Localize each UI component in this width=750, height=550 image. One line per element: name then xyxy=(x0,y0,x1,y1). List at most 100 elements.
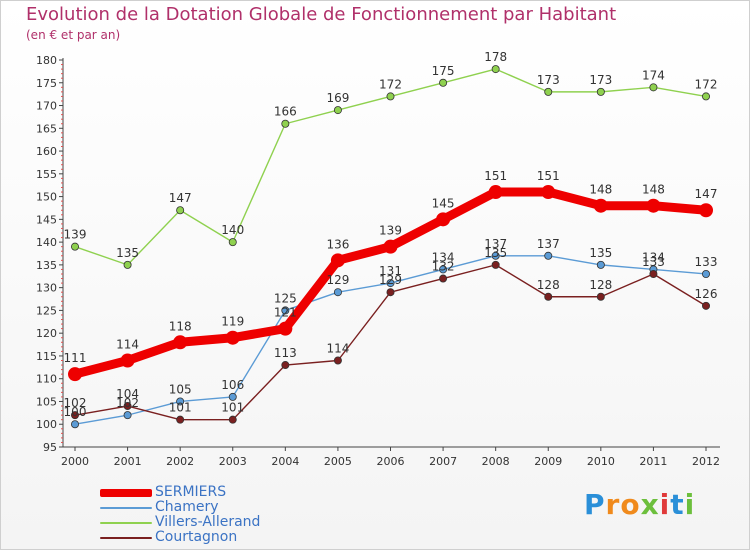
data-label: 114 xyxy=(326,341,349,355)
x-tick-label: 2001 xyxy=(114,455,142,468)
data-point xyxy=(228,238,237,247)
y-tick-label: 125 xyxy=(36,304,57,317)
data-label: 119 xyxy=(221,315,244,329)
logo-letter: x xyxy=(640,488,660,521)
data-label: 147 xyxy=(169,191,192,205)
data-label: 166 xyxy=(274,105,297,119)
data-label: 118 xyxy=(169,319,192,333)
data-point xyxy=(386,288,395,297)
x-tick-label: 2011 xyxy=(639,455,667,468)
legend-swatch xyxy=(100,522,152,524)
proxiti-logo: Proxiti xyxy=(584,488,695,521)
data-point xyxy=(123,402,132,411)
data-point xyxy=(333,288,342,297)
x-tick-label: 2006 xyxy=(377,455,405,468)
data-label: 135 xyxy=(589,246,612,260)
data-point xyxy=(176,206,185,215)
data-point xyxy=(544,87,553,96)
y-tick-label: 130 xyxy=(36,282,57,295)
data-label: 128 xyxy=(589,278,612,292)
data-label: 111 xyxy=(64,351,87,365)
data-label: 172 xyxy=(695,77,718,91)
x-tick-label: 2002 xyxy=(166,455,194,468)
data-point xyxy=(176,415,185,424)
x-tick-label: 2008 xyxy=(482,455,510,468)
data-label: 172 xyxy=(379,77,402,91)
data-label: 151 xyxy=(537,169,560,183)
logo-letter: o xyxy=(620,488,641,521)
data-point xyxy=(120,353,135,368)
chart-subtitle: (en € et par an) xyxy=(26,28,121,42)
data-label: 173 xyxy=(537,73,560,87)
y-tick-label: 110 xyxy=(36,373,57,386)
data-label: 145 xyxy=(432,196,455,210)
data-point xyxy=(71,242,80,251)
logo-letter: i xyxy=(684,488,696,521)
logo-letter: i xyxy=(659,488,671,521)
y-tick-label: 145 xyxy=(36,213,57,226)
data-label: 114 xyxy=(116,337,139,351)
data-point xyxy=(544,251,553,260)
data-point xyxy=(439,274,448,283)
data-point xyxy=(439,265,448,274)
y-tick-label: 100 xyxy=(36,418,57,431)
data-point xyxy=(71,411,80,420)
data-point xyxy=(593,198,608,213)
data-point xyxy=(123,411,132,420)
legend-label: SERMIERS xyxy=(155,484,227,500)
legend-label: Courtagnon xyxy=(155,529,238,545)
y-tick-label: 175 xyxy=(36,77,57,90)
data-point xyxy=(386,279,395,288)
y-tick-label: 150 xyxy=(36,191,57,204)
legend-label: Villers-Allerand xyxy=(155,514,261,530)
logo-letter: P xyxy=(584,488,606,521)
data-point xyxy=(439,78,448,87)
data-label: 169 xyxy=(326,91,349,105)
data-point xyxy=(281,361,290,370)
y-tick-label: 120 xyxy=(36,327,57,340)
data-label: 101 xyxy=(169,401,192,415)
data-point xyxy=(281,306,290,315)
data-point xyxy=(649,269,658,278)
data-label: 139 xyxy=(64,228,87,242)
data-label: 101 xyxy=(221,401,244,415)
data-point xyxy=(225,330,240,345)
y-tick-label: 140 xyxy=(36,236,57,249)
data-label: 174 xyxy=(642,68,665,82)
data-label: 136 xyxy=(326,237,349,251)
data-label: 134 xyxy=(642,250,665,264)
data-point xyxy=(596,260,605,269)
data-label: 140 xyxy=(221,223,244,237)
data-point xyxy=(386,92,395,101)
y-tick-label: 160 xyxy=(36,145,57,158)
data-point xyxy=(649,83,658,92)
data-point xyxy=(702,92,711,101)
data-label: 128 xyxy=(537,278,560,292)
x-tick-label: 2012 xyxy=(692,455,720,468)
x-tick-label: 2005 xyxy=(324,455,352,468)
data-label: 133 xyxy=(642,255,665,269)
data-label: 147 xyxy=(695,187,718,201)
data-point xyxy=(123,260,132,269)
x-tick-label: 2009 xyxy=(534,455,562,468)
data-point xyxy=(596,87,605,96)
y-tick-label: 135 xyxy=(36,259,57,272)
data-label: 129 xyxy=(379,273,402,287)
data-label: 106 xyxy=(221,378,244,392)
data-point xyxy=(71,420,80,429)
y-tick-label: 180 xyxy=(36,54,57,67)
y-tick-label: 155 xyxy=(36,168,57,181)
data-label: 175 xyxy=(432,64,455,78)
data-label: 133 xyxy=(695,255,718,269)
x-tick-label: 2003 xyxy=(219,455,247,468)
data-label: 173 xyxy=(589,73,612,87)
data-label: 105 xyxy=(169,382,192,396)
data-point xyxy=(333,106,342,115)
data-point xyxy=(383,239,398,254)
data-label: 135 xyxy=(484,246,507,260)
data-point xyxy=(541,185,556,200)
data-label: 148 xyxy=(589,183,612,197)
data-point xyxy=(278,321,293,336)
data-label: 131 xyxy=(379,264,402,278)
